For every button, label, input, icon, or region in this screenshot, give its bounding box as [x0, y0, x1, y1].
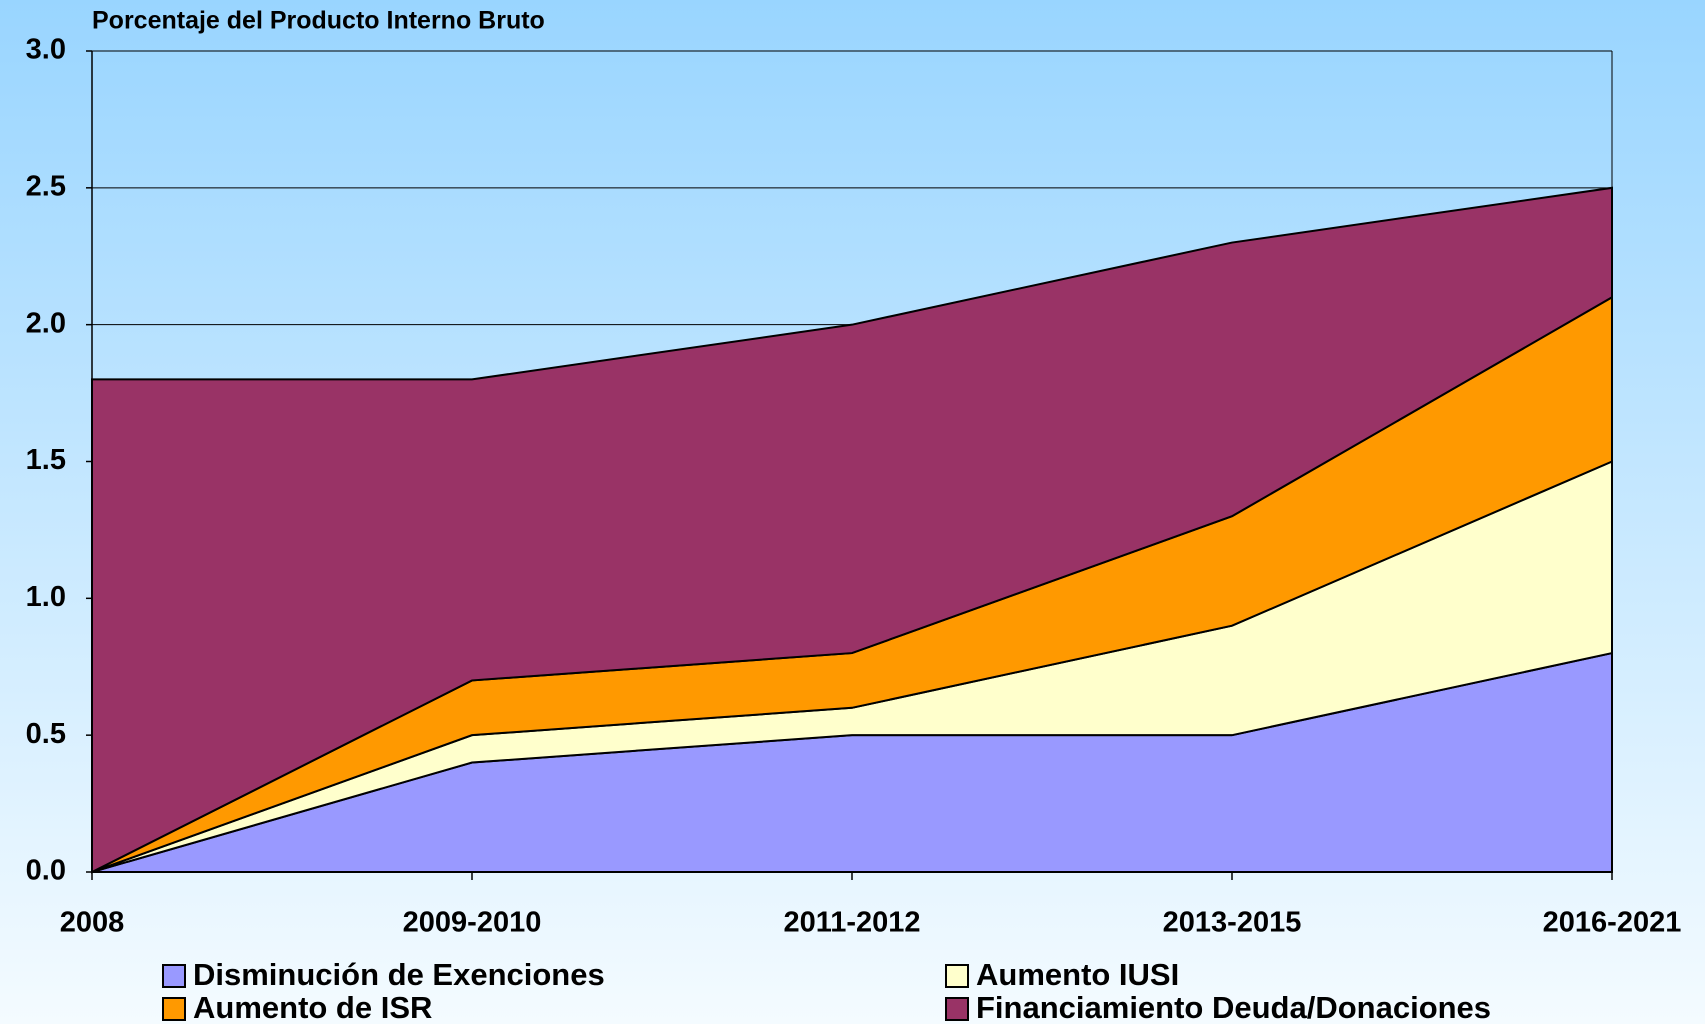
x-tick-label: 2009-2010: [403, 907, 542, 939]
x-tick-label: 2016-2021: [1543, 907, 1682, 939]
y-tick-label: 1.5: [26, 444, 66, 476]
chart-title: Porcentaje del Producto Interno Bruto: [92, 7, 545, 35]
y-tick-label: 2.5: [26, 170, 66, 202]
y-tick-label: 0.5: [26, 718, 66, 750]
legend-label: Financiamiento Deuda/Donaciones: [976, 990, 1491, 1024]
legend-label: Disminución de Exenciones: [193, 957, 605, 992]
y-tick-label: 2.0: [26, 307, 66, 339]
legend-swatch: [162, 964, 186, 988]
legend-label: Aumento IUSI: [976, 957, 1179, 992]
y-tick-label: 0.0: [26, 855, 66, 887]
legend-label: Aumento de ISR: [193, 990, 432, 1024]
y-tick-label: 1.0: [26, 581, 66, 613]
legend-swatch: [945, 997, 969, 1021]
legend-swatch: [945, 964, 969, 988]
x-tick-label: 2011-2012: [783, 907, 920, 939]
x-tick-label: 2008: [60, 907, 125, 939]
y-tick-label: 3.0: [26, 34, 66, 66]
legend-swatch: [162, 997, 186, 1021]
x-tick-label: 2013-2015: [1163, 907, 1302, 939]
